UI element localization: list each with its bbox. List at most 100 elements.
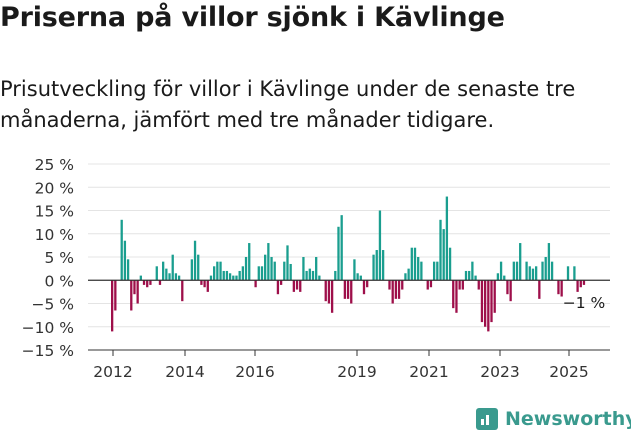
bar — [111, 280, 114, 332]
bar — [228, 273, 232, 281]
x-tick-label: 2025 — [549, 363, 588, 381]
bar — [279, 280, 283, 285]
bar — [381, 250, 385, 281]
bar — [531, 268, 535, 281]
bar — [120, 219, 123, 281]
chart-title: Priserna på villor sjönk i Kävlinge — [0, 2, 505, 33]
bar — [455, 280, 458, 313]
bar — [123, 240, 127, 281]
bar — [432, 261, 436, 281]
bar — [155, 266, 158, 281]
bar — [327, 280, 331, 304]
bar — [426, 280, 429, 290]
bar — [534, 266, 538, 281]
bar — [276, 280, 280, 295]
bar — [366, 280, 369, 288]
bar — [257, 266, 260, 281]
bar — [547, 243, 551, 281]
bar — [181, 280, 184, 302]
bar — [417, 257, 420, 281]
bar — [493, 280, 496, 313]
bar — [397, 280, 401, 299]
bar — [213, 266, 216, 281]
bar — [241, 266, 244, 281]
last-value-label: −1 % — [563, 294, 606, 312]
bar — [442, 229, 445, 281]
bar — [566, 266, 570, 281]
bar — [190, 259, 193, 281]
bar — [477, 280, 480, 290]
newsworthy-brand: Newsworthy — [476, 408, 631, 430]
bar — [142, 280, 146, 285]
bar — [458, 280, 461, 290]
bar — [130, 280, 133, 311]
bar — [353, 259, 356, 281]
bar — [464, 270, 468, 281]
bar — [375, 250, 378, 281]
bar — [573, 266, 576, 281]
bar — [394, 280, 398, 299]
bar — [206, 280, 209, 292]
bar — [311, 270, 315, 281]
bar — [216, 261, 219, 281]
bar — [203, 280, 206, 288]
bar — [343, 280, 347, 299]
bar — [448, 247, 452, 281]
bar — [525, 261, 528, 281]
bar — [550, 261, 554, 281]
bar — [372, 254, 375, 281]
x-tick-label: 2023 — [480, 363, 519, 381]
y-tick-label: 0 % — [44, 272, 74, 290]
y-tick-label: −10 % — [22, 319, 74, 337]
bar — [483, 280, 487, 327]
bar — [413, 247, 417, 281]
bar — [445, 196, 449, 281]
bar — [337, 226, 340, 281]
bar — [292, 280, 296, 292]
bars — [111, 196, 586, 332]
bar — [401, 280, 404, 290]
bar — [474, 275, 477, 281]
bar — [404, 273, 407, 281]
bar — [248, 243, 251, 281]
x-tick-label: 2019 — [337, 363, 376, 381]
bar — [114, 280, 117, 311]
bar — [168, 273, 171, 281]
bar — [410, 247, 413, 281]
bar — [388, 280, 391, 290]
bar — [499, 261, 503, 281]
bar — [480, 280, 484, 323]
bar — [356, 273, 359, 281]
bar — [315, 257, 318, 281]
bar — [305, 270, 308, 281]
bar — [165, 268, 168, 281]
bar — [538, 280, 541, 299]
tick-labels: 25 % 20 % 15 % 10 % 5 % 0 % −5 % −10 % −15 % 2012… — [22, 156, 606, 381]
bar — [576, 280, 579, 292]
bar — [299, 280, 302, 292]
bar — [209, 275, 213, 281]
bar — [222, 270, 225, 281]
bar — [468, 270, 471, 281]
bar — [334, 270, 337, 281]
y-tick-label: −15 % — [22, 342, 74, 360]
bar — [560, 280, 563, 297]
bar — [174, 273, 178, 281]
bar — [378, 210, 382, 281]
x-tick-label: 2012 — [93, 363, 132, 381]
x-tick-label: 2014 — [165, 363, 204, 381]
bar — [193, 240, 197, 281]
bar — [436, 261, 439, 281]
y-tick-label: 20 % — [35, 179, 74, 197]
bar — [350, 280, 353, 304]
bar — [528, 266, 531, 281]
bar — [149, 280, 152, 285]
bar — [286, 245, 289, 281]
bar — [139, 275, 142, 281]
bar — [509, 280, 512, 302]
bar — [515, 261, 519, 281]
bar — [308, 268, 311, 281]
y-tick-label: −5 % — [31, 296, 74, 314]
bar — [232, 275, 235, 281]
